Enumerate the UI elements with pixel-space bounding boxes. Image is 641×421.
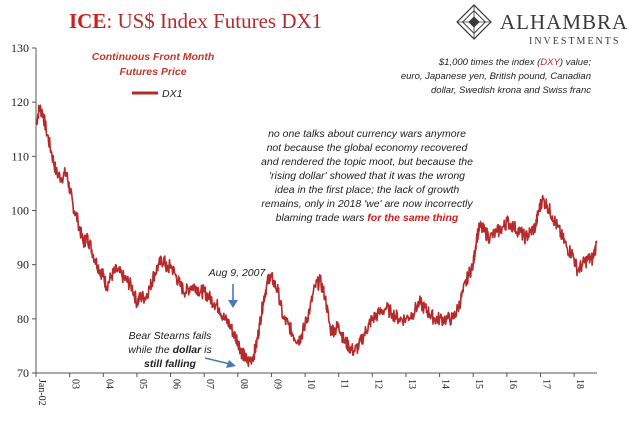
y-tick-label: 100	[11, 204, 29, 218]
alhambra-logo: ALHAMBRA INVESTMENTS	[456, 4, 628, 47]
series-line-dx1	[35, 104, 598, 368]
bear-line2: while the dollar is	[128, 344, 212, 356]
bear-arrow	[204, 357, 231, 365]
legend-series-label: DX1	[162, 88, 182, 100]
bear-arrowhead-icon	[226, 360, 236, 368]
logo-sub-text: INVESTMENTS	[529, 36, 620, 47]
bear-stearns-note: Bear Stearns fails while the dollar is s…	[128, 330, 212, 370]
x-tick-label: 05	[137, 379, 148, 389]
commentary-line6: remains, only in 2018 'we' are now incor…	[261, 198, 473, 210]
y-axis-ticks: 70 80 90 100 110 120 130	[11, 41, 36, 380]
x-tick-label: 06	[171, 379, 182, 389]
x-tick-label: 18	[574, 379, 585, 389]
x-tick-label: 16	[507, 379, 518, 389]
title-rest: : US$ Index Futures DX1	[106, 9, 322, 33]
x-tick-label: 04	[103, 379, 114, 389]
commentary-line2: not because the global economy recovered	[267, 142, 469, 154]
y-tick-label: 110	[11, 149, 29, 163]
chart-title: ICE: US$ Index Futures DX1	[69, 9, 322, 33]
commentary-line5: idea in the first place; the lack of gro…	[275, 184, 460, 196]
x-tick-label: 10	[305, 379, 316, 389]
x-tick-label: 15	[473, 379, 484, 389]
y-tick-label: 90	[17, 258, 29, 272]
index-note-line1: $1,000 times the index (DXY) value;	[438, 57, 591, 68]
y-tick-label: 70	[17, 366, 29, 380]
aug-2007-arrowhead-icon	[228, 300, 238, 308]
x-tick-label: 12	[372, 379, 383, 389]
legend-heading-line2: Futures Price	[119, 66, 186, 78]
index-note: $1,000 times the index (DXY) value; euro…	[401, 57, 591, 96]
x-tick-label: 03	[70, 379, 81, 389]
commentary-line1: no one talks about currency wars anymore	[268, 128, 466, 140]
x-tick-label: Jan-02	[36, 379, 47, 406]
commentary-note: no one talks about currency wars anymore…	[261, 128, 473, 224]
logo-emblem-icon	[456, 4, 492, 40]
logo-main-text: ALHAMBRA	[500, 10, 628, 34]
commentary-line7: blaming trade wars for the same thing	[276, 212, 459, 224]
title-prefix: ICE	[69, 9, 106, 33]
x-tick-label: 09	[271, 379, 282, 389]
x-tick-label: 11	[339, 379, 350, 389]
bear-line3: still falling	[144, 358, 197, 370]
index-note-line3: dollar, Swedish krona and Swiss franc	[431, 85, 591, 96]
commentary-line3: and rendered the topic moot, but because…	[261, 156, 473, 168]
aug-2007-label: Aug 9, 2007	[208, 267, 267, 279]
x-tick-label: 08	[238, 379, 249, 389]
bear-line1: Bear Stearns fails	[129, 330, 213, 342]
index-note-line2: euro, Japanese yen, British pound, Canad…	[401, 71, 591, 82]
y-tick-label: 120	[11, 95, 29, 109]
legend-heading-line1: Continuous Front Month	[92, 51, 214, 63]
x-tick-label: 13	[406, 379, 417, 389]
x-tick-label: 07	[204, 379, 215, 389]
y-tick-label: 130	[11, 41, 29, 55]
x-tick-label: 17	[540, 379, 551, 389]
commentary-line4: 'rising dollar' showed that it was the w…	[269, 170, 465, 182]
x-tick-label: 14	[440, 379, 451, 389]
y-tick-label: 80	[17, 312, 29, 326]
x-axis-ticks: Jan-02 03 04 05 06 07 08 09 10 11 12 13 14 15 16 17 18	[35, 373, 585, 406]
